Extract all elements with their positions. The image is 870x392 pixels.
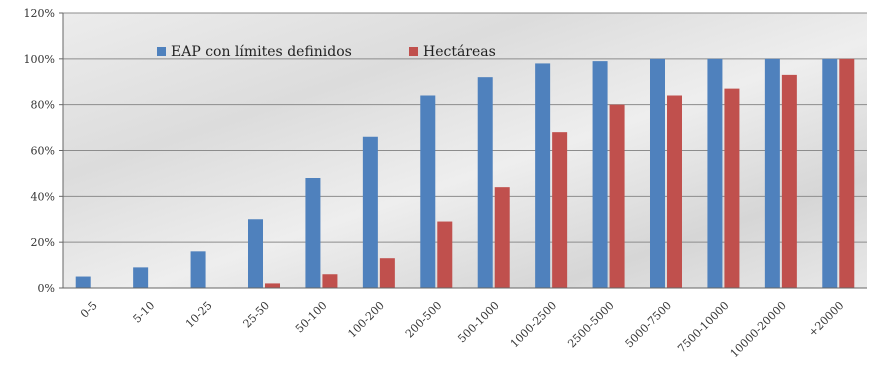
bar: [609, 104, 625, 289]
x-axis: 0-5 5-10 10-25 25-50 50-100 100-200 200-500 500…: [63, 287, 867, 360]
bar: [322, 274, 338, 288]
bar: [248, 219, 263, 288]
y-tick-label: 20%: [31, 236, 55, 249]
bar: [265, 283, 280, 288]
bar: [133, 267, 149, 288]
bar: [707, 58, 723, 289]
bar: [362, 136, 378, 288]
y-tick-label: 0%: [38, 282, 55, 295]
legend-label: EAP con límites definidos: [171, 44, 352, 60]
bar: [667, 95, 682, 288]
legend-swatch: [409, 47, 418, 56]
bar: [494, 187, 510, 288]
legend: EAP con límites definidos Hectáreas: [157, 44, 496, 60]
x-tick-label: 5000-7500: [623, 299, 674, 350]
bar: [764, 58, 780, 289]
x-tick-label: 25-50: [241, 299, 273, 331]
x-tick-label: 200-500: [403, 299, 445, 341]
y-tick-label: 80%: [31, 99, 55, 112]
bar: [477, 77, 493, 289]
y-axis: 0% 20% 40% 60% 80% 100% 120%: [24, 7, 64, 295]
bar: [552, 132, 568, 288]
y-tick-label: 100%: [24, 53, 55, 66]
x-tick-label: 1000-2500: [508, 299, 559, 350]
bar: [839, 58, 855, 289]
legend-swatch: [157, 47, 166, 56]
y-tick-label: 40%: [31, 190, 55, 203]
x-tick-label: 2500-5000: [565, 299, 616, 350]
bar: [592, 61, 608, 288]
y-tick-label: 120%: [24, 7, 55, 20]
bar: [75, 276, 91, 288]
x-tick-label: 10000-20000: [728, 299, 789, 360]
x-tick-label: 10-25: [183, 299, 215, 331]
bar: [305, 178, 321, 288]
x-tick-label: 7500-10000: [675, 299, 731, 355]
bar: [535, 63, 551, 288]
bar: [420, 95, 436, 288]
bar: [822, 58, 838, 289]
x-tick-label: 500-1000: [455, 299, 501, 345]
x-tick-label: 5-10: [131, 299, 158, 326]
x-tick-label: 100-200: [345, 299, 387, 341]
bar: [650, 58, 665, 289]
bar: [379, 258, 395, 288]
bar: [724, 88, 740, 288]
x-tick-label: 0-5: [78, 299, 100, 321]
bar: [437, 221, 453, 288]
bar: [190, 251, 206, 288]
legend-label: Hectáreas: [423, 44, 496, 60]
x-tick-label: 50-100: [293, 299, 330, 336]
bar: [781, 74, 797, 288]
x-tick-label: +20000: [806, 299, 846, 339]
bars: [75, 58, 855, 289]
y-tick-label: 60%: [31, 145, 55, 158]
